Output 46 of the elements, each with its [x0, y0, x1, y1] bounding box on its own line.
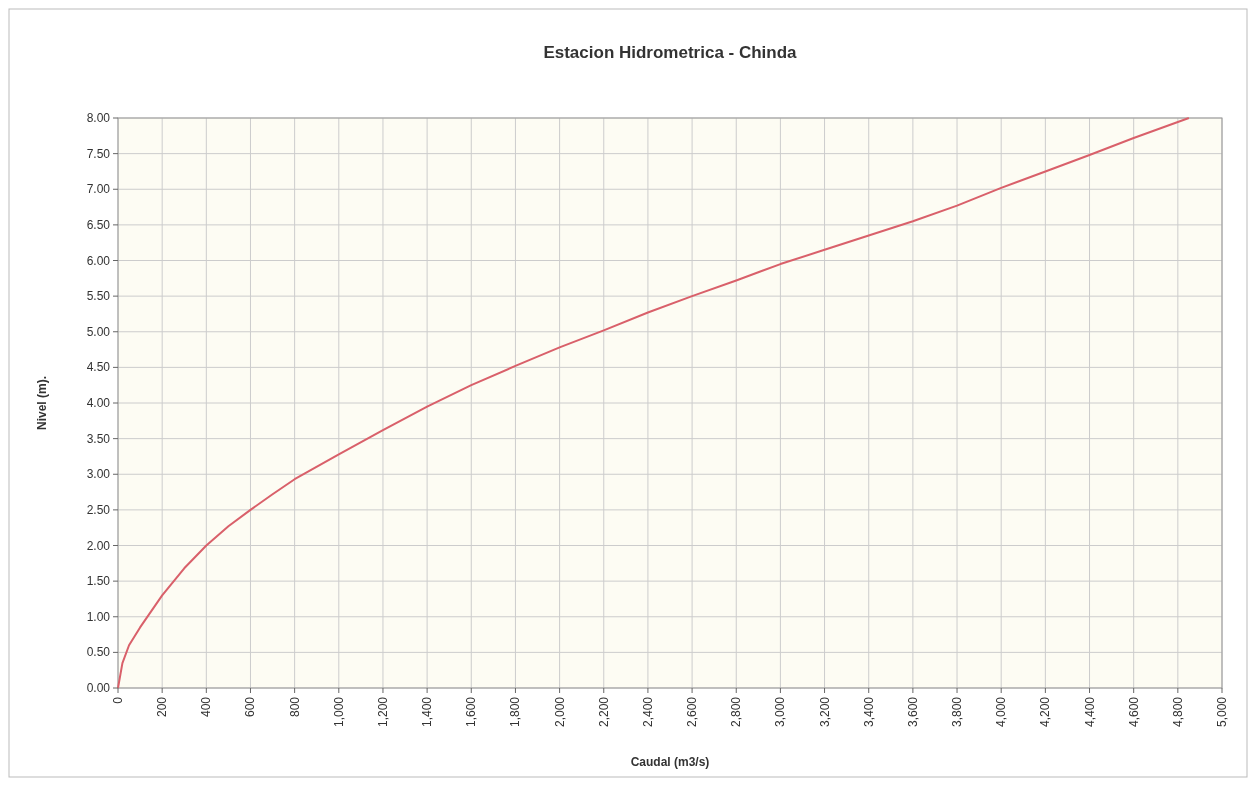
chart-title: Estacion Hidrometrica - Chinda — [543, 43, 798, 62]
x-tick-label: 4,400 — [1082, 696, 1097, 728]
x-tick-label: 2,600 — [685, 696, 700, 728]
x-tick-label: 1,600 — [464, 696, 479, 728]
x-tick-label: 3,600 — [905, 696, 920, 728]
x-tick-label: 2,800 — [729, 696, 744, 728]
x-tick-label: 1,800 — [508, 696, 523, 728]
x-tick-label: 800 — [287, 696, 302, 718]
x-tick-label: 1,200 — [375, 696, 390, 728]
x-tick-label: 4,600 — [1126, 696, 1141, 728]
x-tick-label: 4,800 — [1170, 696, 1185, 728]
y-tick-label: 7.50 — [86, 146, 111, 161]
x-axis-title: Caudal (m3/s) — [630, 755, 710, 769]
y-tick-label: 3.00 — [86, 467, 111, 482]
x-tick-label: 600 — [243, 696, 258, 718]
x-tick-label: 3,200 — [817, 696, 832, 728]
x-tick-label: 3,800 — [950, 696, 965, 728]
y-tick-label: 4.50 — [86, 360, 111, 375]
y-tick-label: 0.50 — [86, 645, 111, 660]
x-tick-label: 2,000 — [552, 696, 567, 728]
x-tick-label: 1,000 — [331, 696, 346, 728]
y-tick-label: 1.50 — [86, 574, 111, 589]
x-tick-label: 4,200 — [1038, 696, 1053, 728]
y-tick-label: 2.50 — [86, 502, 111, 517]
y-tick-label: 0.00 — [86, 681, 111, 695]
y-tick-label: 5.50 — [86, 289, 111, 304]
y-tick-label: 7.00 — [86, 182, 111, 197]
x-tick-label: 400 — [199, 696, 214, 718]
y-tick-label: 1.00 — [86, 609, 111, 624]
x-tick-label: 2,400 — [640, 696, 655, 728]
y-tick-label: 2.00 — [86, 538, 111, 553]
x-tick-label: 200 — [155, 696, 170, 718]
y-tick-label: 5.00 — [86, 324, 111, 339]
x-tick-label: 2,200 — [596, 696, 611, 728]
y-tick-label: 6.00 — [86, 253, 111, 268]
x-tick-label: 5,000 — [1215, 696, 1229, 728]
x-tick-label: 3,400 — [861, 696, 876, 728]
x-tick-label: 0 — [111, 696, 125, 704]
y-axis-title: Nivel (m). — [35, 375, 49, 431]
x-tick-label: 3,000 — [773, 696, 788, 728]
x-tick-label: 1,400 — [420, 696, 435, 728]
y-tick-label: 6.50 — [86, 217, 111, 232]
y-tick-label: 4.00 — [86, 396, 111, 410]
y-tick-label: 3.50 — [86, 431, 111, 446]
x-tick-label: 4,000 — [994, 696, 1009, 728]
y-tick-label: 8.00 — [86, 111, 111, 125]
